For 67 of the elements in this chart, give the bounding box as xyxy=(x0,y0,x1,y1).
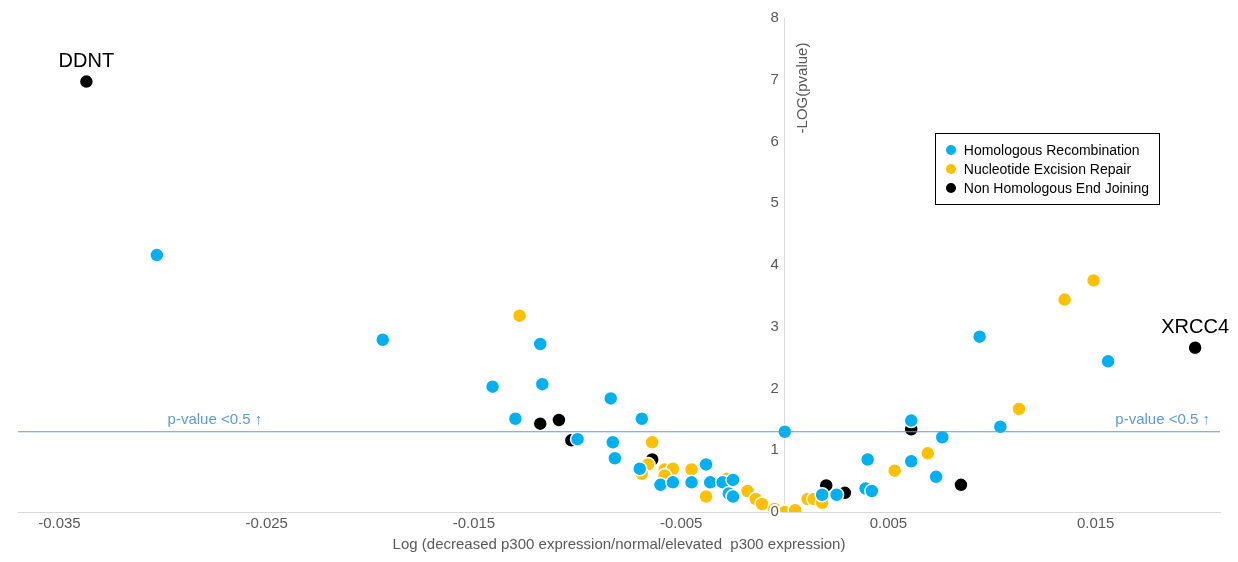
annotation: DDNT xyxy=(58,49,115,72)
point xyxy=(652,477,669,493)
x-tick-label: 0.005 xyxy=(869,514,908,532)
point xyxy=(1056,291,1073,308)
point xyxy=(777,423,793,440)
annotation: XRCC4 xyxy=(1161,315,1230,338)
y-axis-title: -LOG(pvalue) xyxy=(792,42,810,134)
point xyxy=(1100,353,1116,370)
point xyxy=(754,496,770,512)
point xyxy=(698,456,714,473)
point xyxy=(507,411,524,427)
point xyxy=(644,434,660,450)
point xyxy=(886,462,903,479)
legend-label: Homologous Recombination xyxy=(963,142,1140,158)
point xyxy=(534,376,551,392)
point xyxy=(631,461,648,477)
y-tick-label: 5 xyxy=(770,193,779,211)
point xyxy=(532,336,548,352)
y-tick-label: 6 xyxy=(770,131,779,149)
text: p-value <0.5 ↑ xyxy=(1115,410,1210,428)
point xyxy=(683,474,700,491)
point xyxy=(903,412,919,429)
point xyxy=(725,488,741,505)
point xyxy=(484,378,501,395)
y-tick-label: 2 xyxy=(770,378,779,396)
point xyxy=(1085,272,1102,289)
point xyxy=(532,415,548,432)
point xyxy=(511,307,528,324)
y-tick-label: 4 xyxy=(770,255,779,273)
point xyxy=(569,431,586,447)
y-tick-label: 1 xyxy=(770,440,779,458)
point xyxy=(551,412,567,428)
y-tick-label: 3 xyxy=(770,316,779,334)
point xyxy=(953,477,969,493)
point xyxy=(903,453,919,470)
point xyxy=(375,331,391,348)
point xyxy=(971,328,988,345)
point xyxy=(1187,340,1203,356)
point xyxy=(1011,401,1027,417)
legend-label: Nucleotide Excision Repair xyxy=(963,161,1132,177)
point xyxy=(602,390,619,407)
point xyxy=(698,488,714,505)
y-tick-label: 7 xyxy=(770,69,779,87)
point xyxy=(928,469,944,485)
legend-label: Non Homologous End Joining xyxy=(963,180,1149,196)
point xyxy=(864,483,880,499)
ref-line-label: p-value <0.5 ↑ xyxy=(167,410,263,428)
x-tick-label: -0.005 xyxy=(659,514,703,532)
point xyxy=(859,451,876,468)
point xyxy=(992,419,1009,435)
point xyxy=(920,445,936,462)
point xyxy=(828,486,845,503)
point xyxy=(78,73,95,90)
point xyxy=(607,450,623,467)
point xyxy=(149,247,165,263)
point xyxy=(814,486,830,503)
x-tick-label: -0.035 xyxy=(38,514,81,532)
x-tick-label: 0.015 xyxy=(1076,514,1115,532)
x-tick-label: -0.015 xyxy=(452,514,496,532)
point xyxy=(725,472,741,488)
point xyxy=(605,434,621,450)
point xyxy=(934,429,951,446)
point xyxy=(634,411,650,427)
point xyxy=(665,474,681,491)
y-tick-label: 8 xyxy=(770,8,779,26)
x-axis-title: Log (decreased p300 expression/normal/elevated p300 expression) xyxy=(392,535,846,553)
x-tick-label: -0.025 xyxy=(245,514,288,532)
